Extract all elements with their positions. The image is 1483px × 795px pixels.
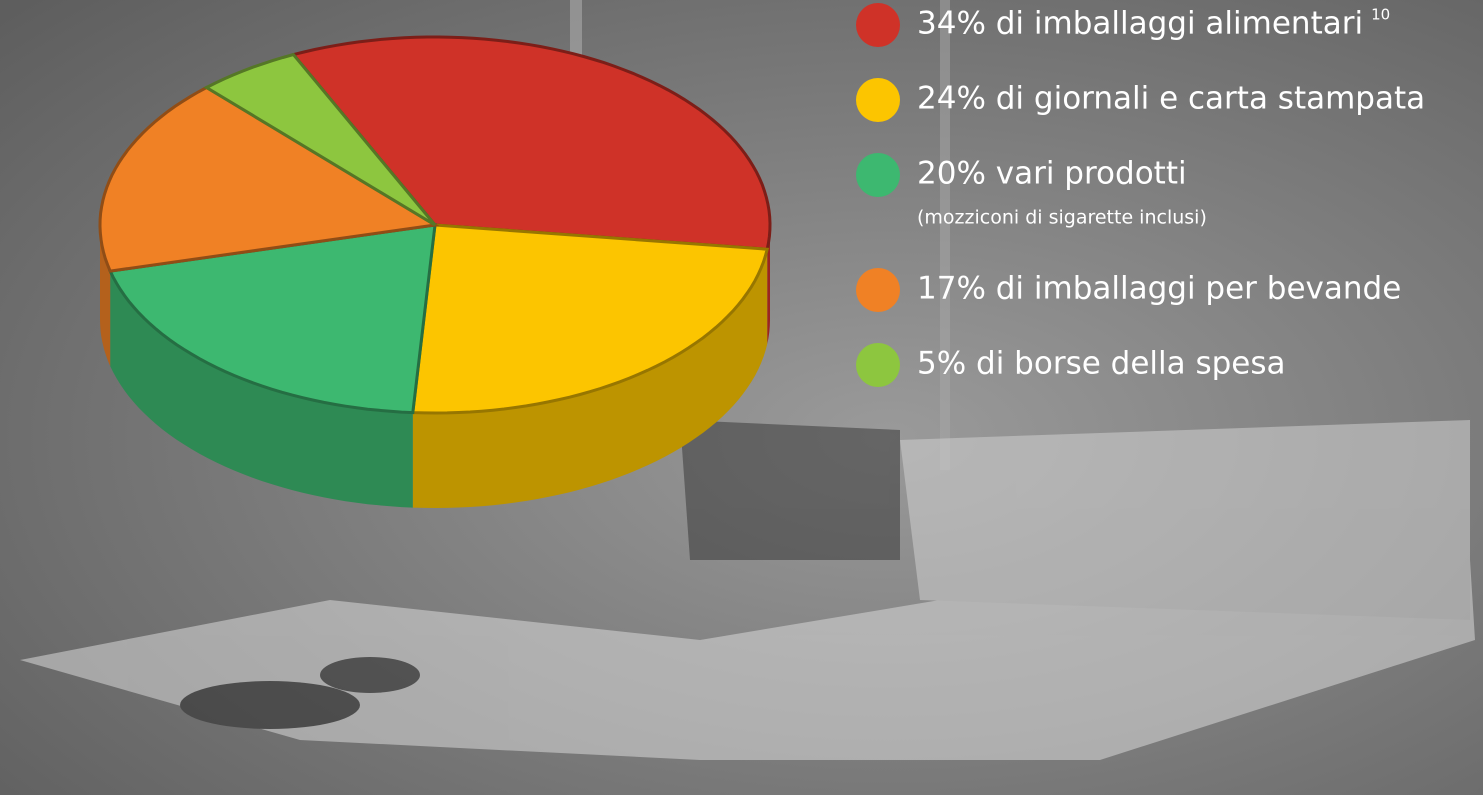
slice-side (110, 271, 413, 508)
legend: 34% di imballaggi alimentari 10 24% di gio… (856, 3, 1425, 387)
litter (20, 420, 1475, 760)
slice-side (412, 249, 768, 508)
legend-marker (856, 78, 900, 122)
slice-side (100, 225, 111, 367)
footnote-mark: 10 (1371, 6, 1390, 24)
legend-marker (856, 3, 900, 47)
slice (98, 85, 440, 273)
legend-marker (856, 153, 900, 197)
legend-label: 17% di imballaggi per bevande (917, 271, 1401, 307)
legend-label: 5% di borse della spesa (917, 346, 1286, 382)
slice (107, 223, 437, 415)
legend-sublabel: (mozziconi di sigarette inclusi) (917, 207, 1207, 229)
slice-side (767, 225, 770, 345)
legend-marker (856, 343, 900, 387)
slice (203, 52, 437, 227)
wall-edge (940, 0, 950, 470)
legend-label: 24% di giornali e carta stampata (917, 81, 1425, 117)
legend-label: 20% vari prodotti (917, 156, 1187, 192)
legend-marker (856, 268, 900, 312)
slice (411, 223, 770, 415)
legend-label: 34% di imballaggi alimentari (917, 6, 1363, 42)
